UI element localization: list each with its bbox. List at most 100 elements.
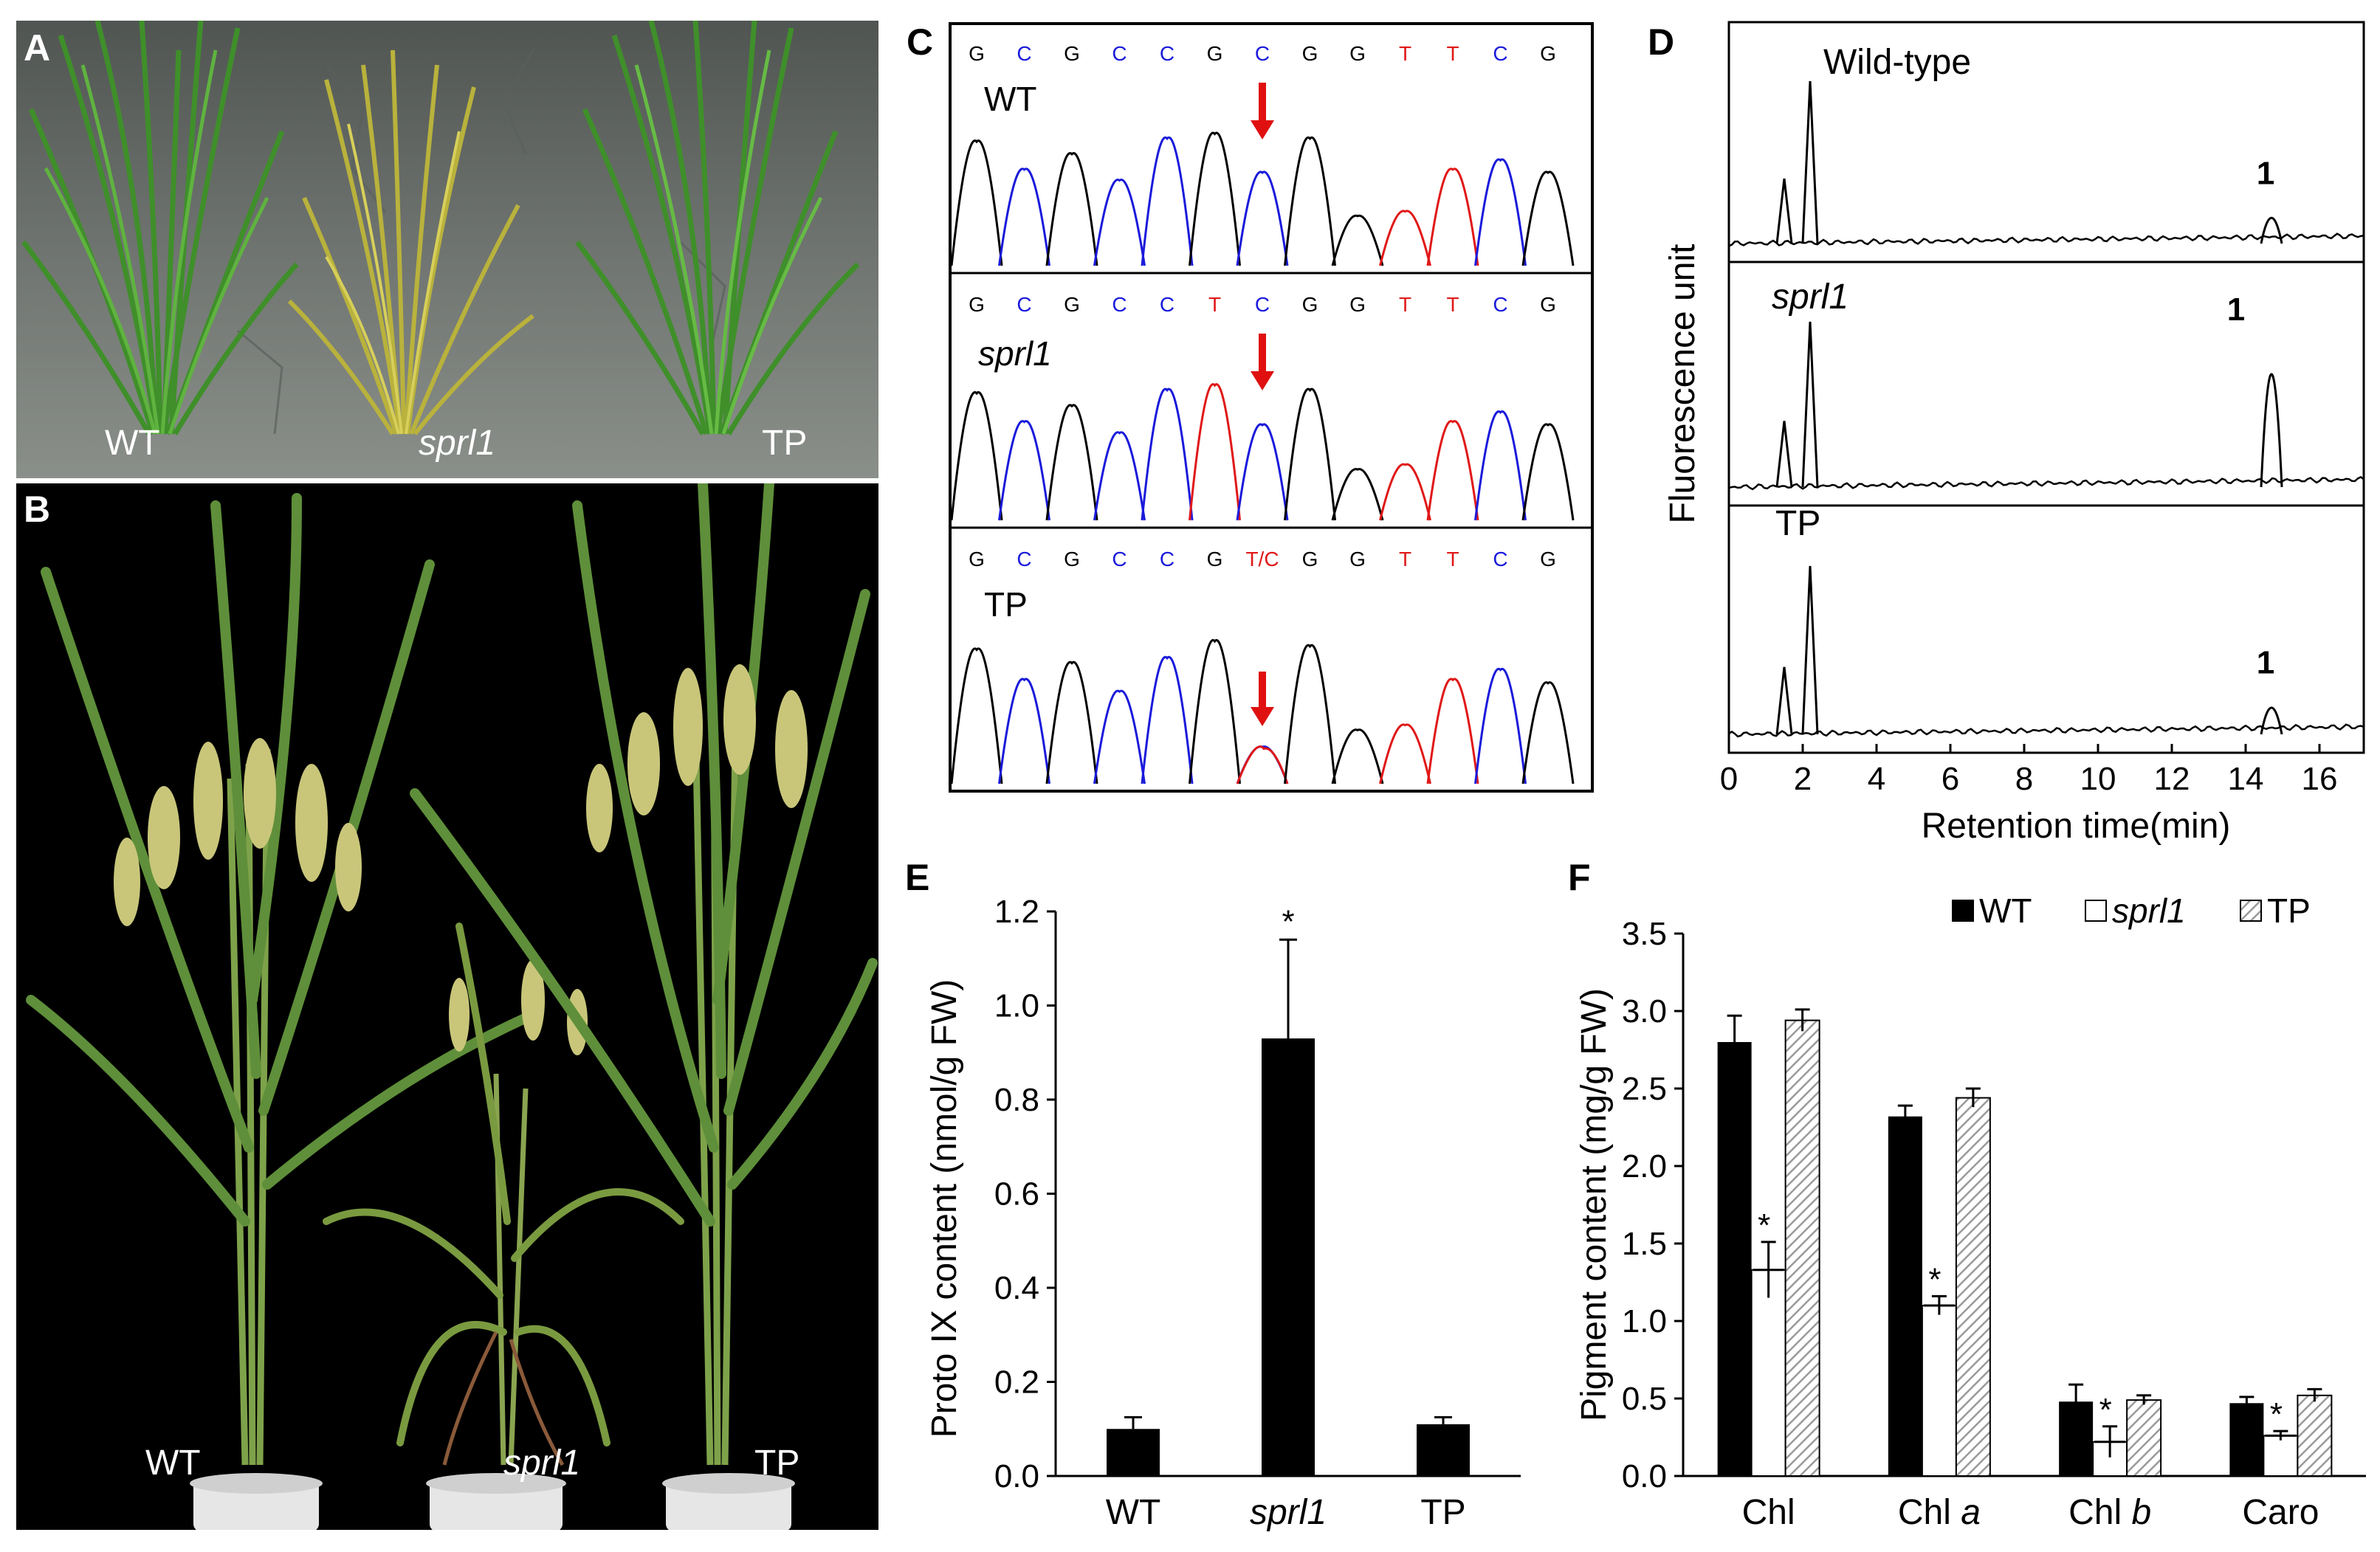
x-tick-label: 14	[2228, 761, 2264, 797]
base-call: G	[1207, 42, 1223, 65]
panel-b-label: B	[24, 489, 51, 530]
chromatogram-peak	[1141, 136, 1194, 266]
base-call: C	[1255, 293, 1270, 316]
base-call: C	[1160, 548, 1174, 570]
chromatogram-peak	[1189, 383, 1241, 521]
y-tick-label: 3.5	[1622, 916, 1667, 952]
x-tick-label: 12	[2154, 761, 2190, 797]
y-tick-label: 3.0	[1622, 993, 1667, 1030]
chromatogram-peak	[950, 391, 1003, 521]
base-call: T	[1399, 548, 1411, 570]
base-call: C	[1160, 293, 1174, 316]
hplc-trace-name: Wild-type	[1823, 43, 1971, 82]
chromatogram-peak	[1474, 410, 1527, 521]
hplc-peak	[1801, 565, 1819, 735]
chromatogram-peak	[1379, 463, 1431, 521]
chromatogram-peak	[1236, 423, 1289, 521]
legend-swatch	[1952, 900, 1974, 922]
base-call: G	[1349, 548, 1366, 570]
chromatogram-peak	[1426, 677, 1479, 784]
bar-TP	[1955, 1097, 1991, 1477]
base-call: T	[1399, 293, 1411, 316]
base-call: C	[1017, 293, 1031, 316]
hplc-trace-name: TP	[1775, 504, 1820, 543]
bar	[1417, 1424, 1470, 1476]
base-call: G	[969, 548, 985, 570]
y-tick-label: 1.0	[1622, 1303, 1667, 1339]
base-call: T	[1446, 42, 1459, 65]
base-call: T	[1399, 42, 1411, 65]
chromatogram-peak	[1284, 387, 1336, 521]
hplc-peak	[1775, 666, 1793, 735]
chromatogram-peak	[1141, 387, 1194, 521]
base-call: T/C	[1245, 548, 1279, 570]
chromatogram-sample-name: TP	[984, 585, 1028, 624]
base-call: G	[969, 293, 985, 316]
x-tick-label: 0	[1720, 761, 1738, 797]
chromatogram-peak	[1426, 420, 1479, 521]
chromatogram-peak	[1331, 728, 1384, 784]
legend-swatch	[2240, 900, 2262, 922]
y-tick-label: 0.8	[994, 1082, 1039, 1118]
panel-b-photo: B WT sprl1 TP	[16, 483, 878, 1530]
bar	[1107, 1429, 1160, 1476]
base-call: C	[1493, 293, 1507, 316]
panel-d-hplc: 1 Wild-type 1 sprl1 1 TP 0 2 4 6 8 10 12 14 16 Retentio…	[1663, 21, 2365, 846]
base-call: G	[969, 42, 985, 65]
chromatogram-peak	[1093, 431, 1146, 521]
rice-field-illustration	[16, 21, 878, 478]
hplc-peak	[1801, 321, 1819, 488]
hplc-trace-frame	[1727, 504, 2365, 754]
y-tick-label: 1.2	[994, 894, 1039, 930]
chromatogram-peak	[1236, 745, 1289, 784]
chromatogram-peak	[998, 168, 1050, 266]
significance-mark: *	[2099, 1392, 2112, 1428]
panel-a-caption-wt: WT	[105, 424, 160, 463]
chromatogram-peak	[1284, 136, 1336, 266]
chromatogram-peak	[1045, 661, 1098, 784]
bar-WT	[1717, 1042, 1752, 1476]
bar-TP	[2126, 1399, 2162, 1477]
hplc-peak	[1775, 421, 1793, 488]
x-tick-label: 16	[2302, 761, 2338, 797]
hplc-peak-label: 1	[2257, 156, 2274, 192]
panel-e-chart: 0.0 0.2 0.4 0.6 0.8 1.0 1.2 WT * sprl1 TP Proto IX …	[925, 894, 1521, 1532]
y-tick-label: 0.0	[994, 1458, 1039, 1494]
base-call: G	[1302, 42, 1318, 65]
base-call: C	[1160, 42, 1174, 65]
panel-c-label: C	[907, 21, 934, 63]
x-tick-label: 2	[1794, 761, 1812, 797]
chromatogram-peak	[1093, 179, 1146, 266]
hplc-peak-proto-ix	[2260, 706, 2283, 735]
bar-TP	[1784, 1019, 1820, 1477]
base-call: G	[1349, 293, 1366, 316]
rice-plants-illustration	[26, 483, 878, 1530]
bar-TP	[2297, 1394, 2333, 1477]
chromatogram-peak	[1331, 468, 1384, 521]
chromatogram-peak	[998, 420, 1050, 521]
base-call: G	[1540, 42, 1556, 65]
panel-d-label: D	[1648, 21, 1675, 63]
chromatogram-peak	[1331, 214, 1384, 266]
panel-a-photo: A WT sprl1 TP	[16, 21, 878, 478]
x-tick-label: WT	[1106, 1493, 1161, 1532]
y-tick-label: 1.0	[994, 988, 1039, 1024]
y-tick-label: 0.6	[994, 1176, 1039, 1213]
significance-mark: *	[1758, 1207, 1770, 1244]
chromatogram-peak	[1284, 644, 1336, 784]
hplc-peak-proto-ix	[2260, 373, 2283, 488]
panel-a-caption-sprl1: sprl1	[419, 424, 496, 463]
panel-b-caption-tp: TP	[754, 1444, 800, 1483]
base-call: G	[1302, 293, 1318, 316]
chromatogram-peak	[1474, 667, 1527, 784]
y-axis-label: Fluorescence unit	[1663, 244, 1702, 524]
y-tick-label: 0.0	[1622, 1458, 1667, 1494]
base-call: C	[1255, 42, 1270, 65]
chromatogram-peak	[1474, 158, 1527, 266]
chromatogram-peak	[1236, 170, 1289, 266]
mutation-arrow-head	[1251, 707, 1274, 726]
hplc-peak-label: 1	[2257, 644, 2274, 680]
hplc-trace-name: sprl1	[1772, 277, 1848, 317]
hplc-peak	[1775, 178, 1793, 244]
